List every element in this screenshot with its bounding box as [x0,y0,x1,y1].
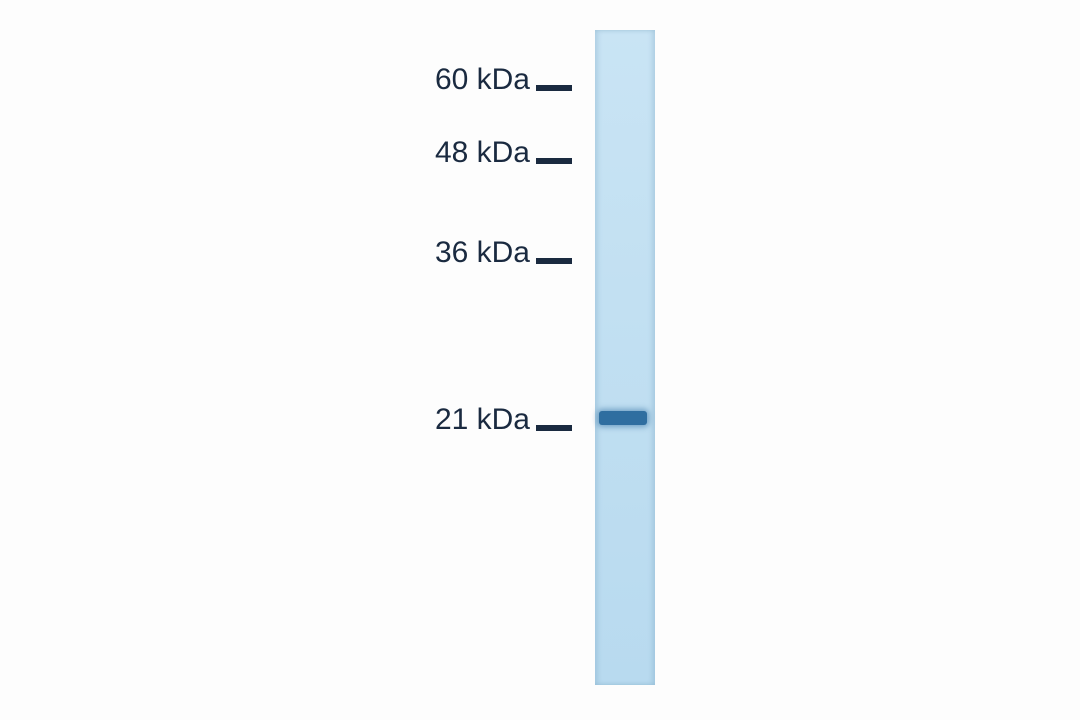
western-blot-figure: 60 kDa 48 kDa 36 kDa 21 kDa [0,0,1080,720]
blot-lane [595,30,655,685]
blot-band [599,411,647,425]
mw-marker-tick [536,425,572,431]
mw-marker-tick [536,258,572,264]
mw-marker-label: 21 kDa [0,403,530,437]
mw-marker-label: 60 kDa [0,63,530,97]
mw-marker-label: 48 kDa [0,136,530,170]
mw-marker-label: 36 kDa [0,236,530,270]
mw-marker-tick [536,85,572,91]
mw-marker-tick [536,158,572,164]
